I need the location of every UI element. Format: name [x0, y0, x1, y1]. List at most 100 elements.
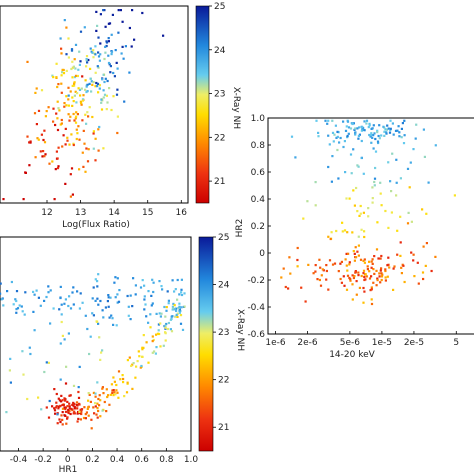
bl-x-tick-label: 0.4	[110, 455, 125, 465]
r-point	[387, 226, 390, 229]
r-point	[413, 275, 416, 278]
bl-point	[152, 290, 155, 294]
tl-point	[73, 58, 76, 61]
r-point	[400, 127, 403, 130]
tl-point	[92, 132, 95, 135]
tl-point	[92, 130, 95, 133]
tl-point	[116, 115, 119, 118]
r-point	[363, 275, 366, 279]
r-point	[387, 256, 390, 259]
tl-point	[59, 37, 62, 40]
bl-point	[60, 313, 63, 316]
bl-point	[116, 391, 119, 394]
tl-point	[76, 74, 79, 78]
r-point	[348, 263, 351, 266]
r-point	[386, 124, 389, 127]
r-point	[424, 264, 427, 267]
r-point	[352, 148, 355, 151]
bl-point	[76, 420, 79, 423]
tl-point	[75, 111, 78, 114]
r-point	[392, 133, 395, 136]
tl-point	[70, 48, 74, 51]
bl-point	[142, 334, 145, 337]
tl-point	[79, 100, 82, 103]
r-point	[377, 141, 380, 145]
r-y-tick-label: -0.2	[247, 276, 265, 286]
r-point	[314, 181, 317, 184]
tl-x-ticks: 12 13 14 15 16	[41, 200, 187, 218]
bl-point	[60, 414, 63, 417]
tl-point	[60, 82, 63, 85]
bl-point	[96, 280, 99, 283]
r-point	[398, 135, 401, 138]
bl-point	[71, 291, 74, 294]
tl-point	[81, 99, 84, 102]
bl-point	[64, 382, 68, 385]
bl-point	[75, 407, 78, 410]
r-x-tick-label: 1e-5	[372, 338, 392, 348]
r-point	[378, 137, 381, 140]
bl-point	[99, 399, 102, 402]
r-point	[347, 126, 351, 129]
tl-point	[75, 137, 78, 141]
r-point	[412, 253, 415, 256]
r-point	[395, 181, 398, 184]
bl-point	[112, 376, 115, 379]
tl-point	[141, 11, 144, 15]
tl-colorbar-tick-label: 24	[214, 46, 226, 56]
tl-x-tick-label: 13	[75, 208, 86, 218]
r-y-tick-label: 0	[259, 249, 265, 259]
tl-x-tick-label: 15	[142, 208, 153, 218]
panel-bottom-left: -0.4 -0.2 0 0.2 0.4 0.6 0.8 1.0 HR1 2122232425 …	[0, 233, 245, 474]
r-point	[343, 284, 346, 287]
tl-point	[56, 100, 59, 103]
r-point	[306, 200, 309, 203]
tl-point	[128, 26, 131, 30]
r-point	[362, 172, 365, 175]
r-point	[384, 279, 387, 282]
bl-point	[61, 334, 64, 337]
r-point	[316, 278, 319, 281]
tl-point	[84, 113, 87, 116]
tl-point	[94, 85, 97, 88]
r-point	[390, 211, 393, 214]
tl-point	[29, 141, 32, 144]
tl-point	[97, 51, 100, 54]
r-point	[341, 230, 344, 233]
bl-point	[172, 302, 175, 305]
tl-point	[51, 74, 54, 77]
bl-point	[45, 406, 48, 409]
r-point	[365, 275, 368, 278]
bl-x-tick-label: 0.6	[135, 455, 150, 465]
tl-point	[115, 61, 118, 64]
r-point	[288, 256, 291, 259]
bl-point	[72, 401, 75, 404]
tl-point	[116, 88, 119, 91]
tl-point	[133, 38, 136, 41]
bl-point	[21, 350, 24, 353]
r-point	[344, 258, 347, 261]
r-point	[357, 274, 360, 277]
bl-point	[96, 402, 99, 405]
bl-point	[69, 307, 73, 310]
bl-point	[145, 341, 148, 344]
bl-point	[55, 405, 58, 408]
r-point	[363, 290, 366, 293]
bl-point	[72, 404, 75, 407]
bl-point	[130, 364, 133, 367]
bl-point	[49, 322, 52, 325]
tl-point	[131, 9, 134, 12]
bl-point	[179, 322, 183, 325]
bl-point	[16, 307, 20, 310]
r-y-tick-label: -0.6	[247, 330, 265, 340]
r-point	[300, 286, 303, 289]
r-point	[347, 252, 350, 255]
tl-point	[78, 138, 81, 141]
tl-point	[47, 106, 50, 109]
r-point	[370, 288, 373, 291]
r-x-ticks: 1e-6 2e-6 5e-6 1e-5 2e-5 5	[265, 331, 459, 348]
tl-point	[28, 164, 31, 167]
tl-x-tick-label: 14	[108, 208, 120, 218]
bl-point	[15, 308, 18, 311]
tl-point	[104, 25, 107, 28]
